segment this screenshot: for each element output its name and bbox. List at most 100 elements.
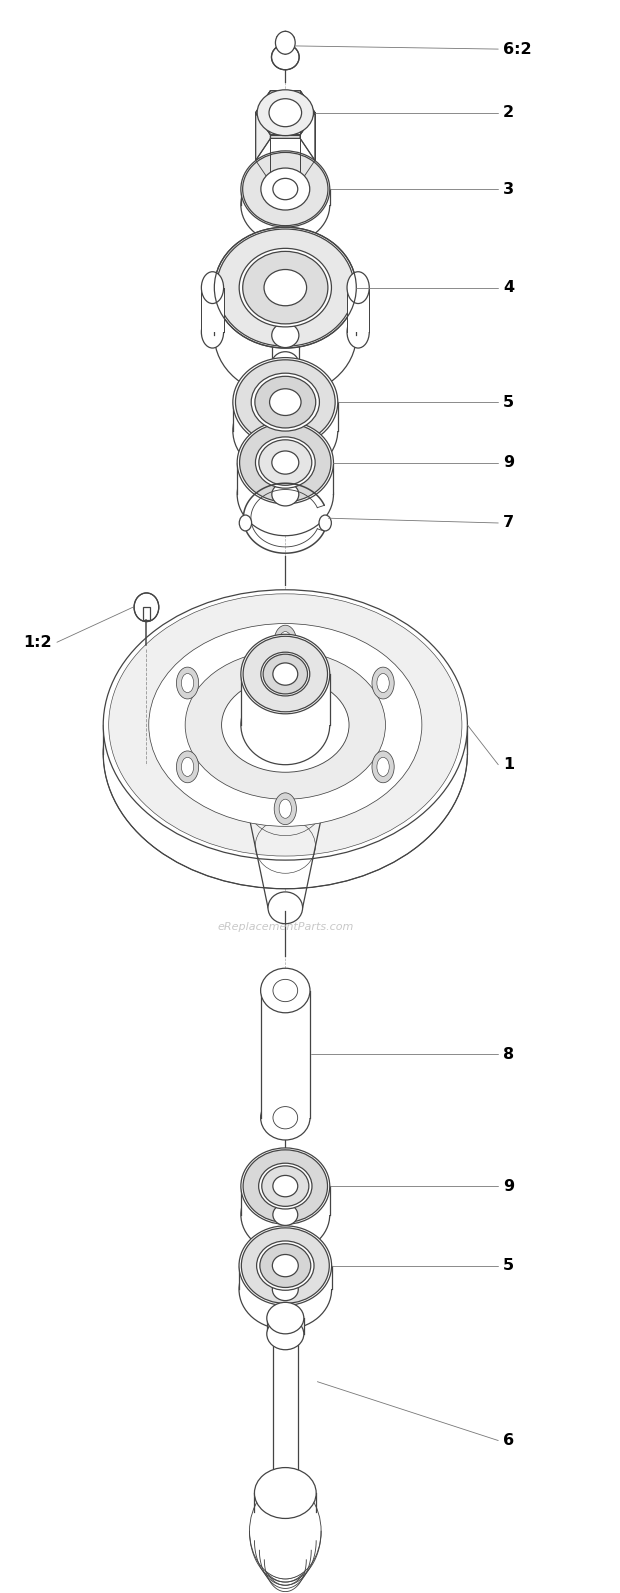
Ellipse shape	[372, 750, 394, 782]
Polygon shape	[241, 190, 330, 205]
Ellipse shape	[347, 272, 370, 304]
Ellipse shape	[239, 249, 332, 327]
Ellipse shape	[215, 276, 356, 395]
Ellipse shape	[272, 1278, 298, 1300]
Polygon shape	[347, 288, 370, 333]
Ellipse shape	[185, 650, 386, 800]
Ellipse shape	[279, 631, 291, 650]
Ellipse shape	[272, 323, 299, 347]
Polygon shape	[241, 1187, 330, 1215]
Ellipse shape	[260, 969, 310, 1013]
Polygon shape	[255, 139, 315, 183]
Ellipse shape	[255, 436, 315, 487]
Ellipse shape	[264, 269, 307, 306]
Ellipse shape	[272, 45, 299, 70]
Ellipse shape	[279, 800, 291, 819]
Ellipse shape	[377, 674, 389, 693]
Ellipse shape	[275, 32, 295, 54]
Ellipse shape	[255, 376, 316, 429]
Ellipse shape	[267, 1303, 304, 1333]
Ellipse shape	[182, 674, 193, 693]
Text: 4: 4	[503, 280, 515, 295]
Ellipse shape	[257, 89, 314, 135]
Ellipse shape	[273, 1176, 298, 1196]
Text: 9: 9	[503, 456, 515, 470]
Ellipse shape	[254, 1467, 316, 1518]
Ellipse shape	[241, 167, 330, 244]
Ellipse shape	[267, 1319, 304, 1349]
Ellipse shape	[347, 317, 370, 347]
Ellipse shape	[239, 424, 331, 502]
Ellipse shape	[241, 151, 330, 228]
Ellipse shape	[259, 1518, 311, 1582]
Ellipse shape	[273, 980, 298, 1002]
Ellipse shape	[270, 417, 301, 444]
Polygon shape	[215, 288, 356, 336]
Ellipse shape	[272, 1254, 298, 1276]
Ellipse shape	[241, 1228, 329, 1303]
Ellipse shape	[149, 623, 422, 827]
Ellipse shape	[233, 357, 338, 446]
Ellipse shape	[134, 593, 159, 621]
Ellipse shape	[269, 99, 301, 127]
Ellipse shape	[216, 229, 354, 346]
Ellipse shape	[236, 360, 335, 444]
Text: 3: 3	[503, 182, 515, 196]
Ellipse shape	[264, 1534, 306, 1585]
Text: 5: 5	[503, 1258, 515, 1273]
Polygon shape	[267, 1317, 304, 1333]
Ellipse shape	[241, 1149, 330, 1225]
Ellipse shape	[272, 451, 299, 475]
Ellipse shape	[254, 1502, 316, 1579]
Polygon shape	[254, 1493, 316, 1512]
Text: 1:2: 1:2	[24, 634, 52, 650]
Polygon shape	[239, 1265, 332, 1289]
Ellipse shape	[262, 1166, 309, 1206]
Ellipse shape	[177, 750, 198, 782]
Polygon shape	[233, 401, 338, 430]
Ellipse shape	[273, 1107, 298, 1129]
Ellipse shape	[377, 757, 389, 776]
Polygon shape	[277, 32, 294, 54]
Ellipse shape	[251, 373, 319, 432]
Ellipse shape	[319, 515, 331, 530]
Polygon shape	[260, 991, 310, 1118]
Ellipse shape	[241, 634, 330, 714]
Ellipse shape	[257, 1241, 314, 1290]
Ellipse shape	[241, 685, 330, 765]
Ellipse shape	[239, 1251, 332, 1329]
Ellipse shape	[221, 677, 349, 773]
Polygon shape	[300, 113, 315, 183]
Ellipse shape	[177, 667, 198, 699]
Polygon shape	[255, 91, 315, 135]
Ellipse shape	[272, 352, 299, 376]
Polygon shape	[143, 607, 150, 620]
Polygon shape	[270, 135, 300, 183]
Ellipse shape	[372, 667, 394, 699]
Text: 5: 5	[503, 395, 515, 409]
Text: 2: 2	[503, 105, 515, 119]
Ellipse shape	[249, 1483, 321, 1579]
Text: 6: 6	[503, 1434, 515, 1448]
Polygon shape	[202, 288, 224, 333]
Ellipse shape	[243, 1150, 327, 1222]
Ellipse shape	[263, 655, 308, 695]
Text: 6:2: 6:2	[503, 41, 532, 57]
Ellipse shape	[104, 589, 467, 860]
Ellipse shape	[108, 594, 462, 855]
Ellipse shape	[215, 228, 356, 347]
Ellipse shape	[104, 618, 467, 889]
Polygon shape	[273, 1333, 298, 1512]
Ellipse shape	[273, 178, 298, 199]
Polygon shape	[241, 674, 330, 725]
Ellipse shape	[274, 793, 296, 825]
Ellipse shape	[259, 1163, 312, 1209]
Ellipse shape	[202, 272, 224, 304]
Ellipse shape	[202, 317, 224, 347]
Ellipse shape	[260, 1096, 310, 1141]
Ellipse shape	[243, 636, 327, 712]
Ellipse shape	[242, 153, 328, 226]
Ellipse shape	[260, 1244, 311, 1287]
Polygon shape	[237, 462, 334, 494]
Ellipse shape	[237, 421, 334, 503]
